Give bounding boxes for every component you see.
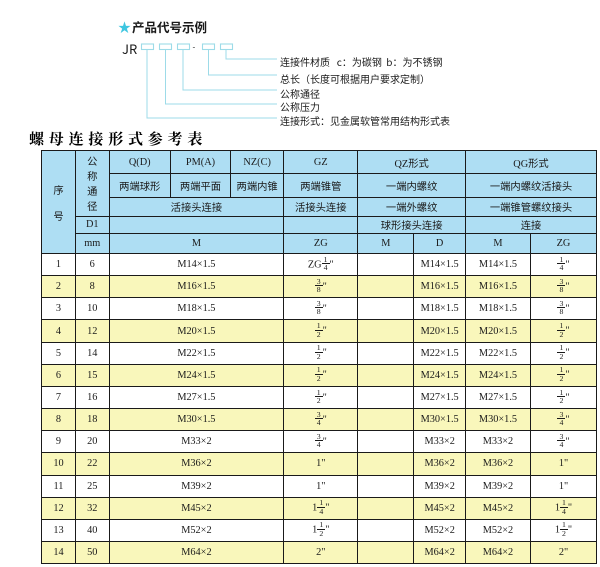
svg-text:-: -: [193, 41, 196, 52]
